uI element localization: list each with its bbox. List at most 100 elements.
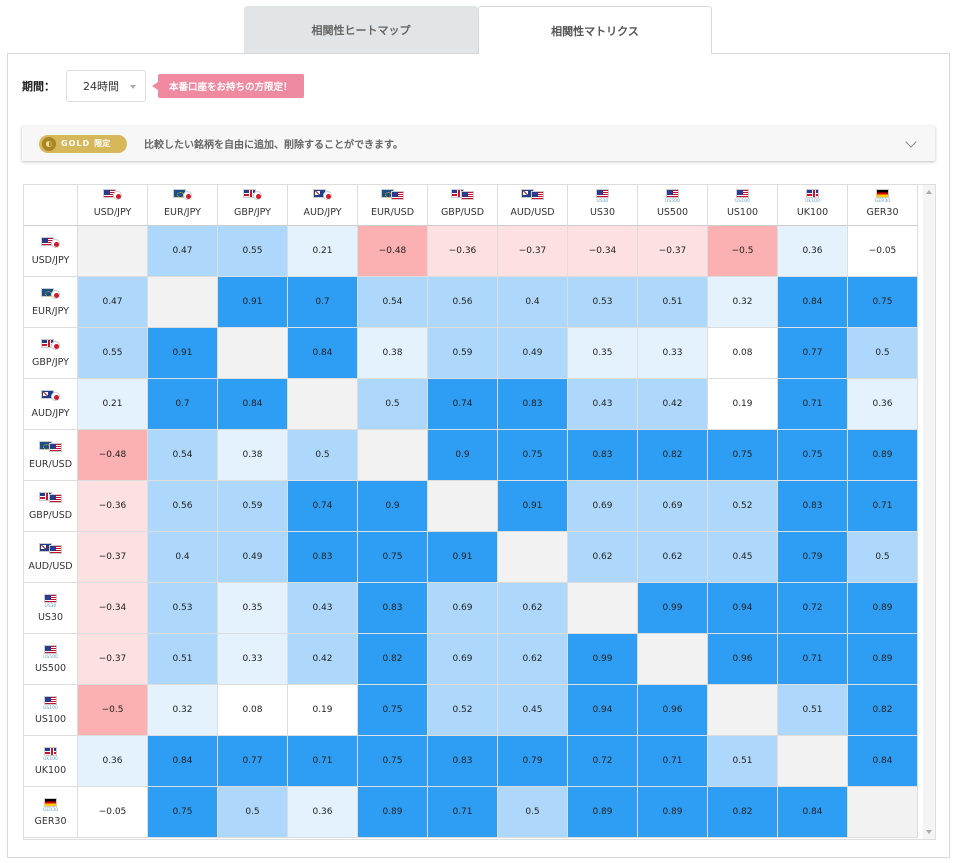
gold-feature-bar[interactable]: ◐ GOLD 限定 比較したい銘柄を自由に追加、削除することができます。 [22,126,935,161]
correlation-cell: 0.54 [358,277,428,328]
correlation-cell: 0.84 [778,277,848,328]
correlation-cell: 0.77 [218,736,288,787]
row-header: USD/JPY [24,226,78,277]
correlation-cell: 0.36 [848,379,918,430]
correlation-cell: 0.4 [498,277,568,328]
correlation-cell: 0.5 [848,328,918,379]
flag-icon [113,190,122,200]
correlation-cell: 0.36 [288,787,358,838]
correlation-cell: 0.51 [778,685,848,736]
correlation-cell: −0.37 [78,532,148,583]
correlation-cell: −0.05 [78,787,148,838]
correlation-cell: −0.34 [568,226,638,277]
correlation-cell: 0.38 [358,328,428,379]
diagonal-cell [288,379,358,430]
matrix-row: UK100 UK100 0.36 0.84 0.77 0.71 0.75 0.83 0.79 0.… [24,736,918,787]
correlation-cell: 0.74 [288,481,358,532]
gold-badge: ◐ GOLD 限定 [39,134,127,153]
flag-group [44,797,57,808]
correlation-cell: 0.9 [358,481,428,532]
diagonal-cell [428,481,498,532]
correlation-cell: 0.35 [568,328,638,379]
diagonal-cell [498,532,568,583]
tab-heatmap[interactable]: 相関性ヒートマップ [244,6,478,54]
scroll-up-icon[interactable] [926,190,932,194]
row-symbol-label: US30 [37,612,64,623]
column-header: EUR/JPY [148,185,218,226]
correlation-cell: 0.75 [708,430,778,481]
correlation-cell: 0.49 [498,328,568,379]
period-select[interactable]: 24時間 [66,70,146,102]
flag-group [666,188,679,199]
symbol-sub-label: US500 [665,199,680,204]
correlation-cell: 0.83 [428,736,498,787]
correlation-cell: 0.79 [778,532,848,583]
symbol-sub-label: GER30 [874,199,891,204]
correlation-cell: 0.49 [218,532,288,583]
correlation-cell: 0.96 [708,634,778,685]
diagonal-cell [708,685,778,736]
diagonal-cell [78,226,148,277]
correlation-cell: 0.75 [778,430,848,481]
row-header: US30 US30 [24,583,78,634]
flag-group [173,188,192,200]
correlation-cell: 0.32 [708,277,778,328]
correlation-cell: 0.83 [568,430,638,481]
flag-group [41,287,60,299]
flag-group [243,188,262,200]
flag-group [39,542,62,554]
period-value: 24時間 [83,80,119,93]
correlation-cell: 0.84 [848,736,918,787]
vertical-scrollbar[interactable] [923,185,935,839]
flag-icon [51,391,60,401]
correlation-cell: 0.84 [148,736,218,787]
flag-icon [44,645,57,654]
correlation-cell: −0.5 [708,226,778,277]
column-symbol-label: GER30 [866,207,899,218]
correlation-cell: 0.7 [288,277,358,328]
correlation-cell: −0.36 [428,226,498,277]
correlation-cell: 0.5 [288,430,358,481]
period-label: 期間： [22,80,55,93]
row-header: US500 US500 [24,634,78,685]
correlation-cell: 0.75 [358,685,428,736]
correlation-cell: 0.5 [848,532,918,583]
correlation-cell: 0.74 [428,379,498,430]
matrix-row: GBP/JPY 0.55 0.91 0.84 0.38 0.59 0.49 0.35 0.33 0… [24,328,918,379]
correlation-cell: 0.36 [778,226,848,277]
gold-limited: 限定 [94,139,111,148]
flag-icon [596,189,609,198]
diagonal-cell [778,736,848,787]
correlation-cell: 0.33 [638,328,708,379]
matrix-row: US30 US30 −0.34 0.53 0.35 0.43 0.83 0.69 0.62 0.9… [24,583,918,634]
column-header: GER30 GER30 [848,185,918,226]
row-symbol-label: EUR/JPY [32,306,69,317]
correlation-cell: 0.75 [848,277,918,328]
symbol-sub-label: US30 [44,604,57,609]
correlation-cell: 0.62 [498,583,568,634]
symbol-sub-label: US30 [596,199,609,204]
correlation-cell: 0.69 [428,634,498,685]
correlation-cell: 0.89 [568,787,638,838]
gold-description: 比較したい銘柄を自由に追加、削除することができます。 [144,140,403,151]
correlation-cell: 0.53 [148,583,218,634]
tab-matrix[interactable]: 相関性マトリクス [478,6,712,54]
matrix-panel: 期間： 24時間 本番口座をお持ちの方限定！ ◐ GOLD 限定 比較したい銘柄… [7,53,950,858]
correlation-cell: 0.82 [358,634,428,685]
correlation-cell: −0.37 [498,226,568,277]
flag-group [876,188,889,199]
correlation-cell: 0.5 [498,787,568,838]
column-header: US100 US100 [708,185,778,226]
correlation-cell: 0.9 [428,430,498,481]
correlation-cell: 0.52 [428,685,498,736]
scroll-down-icon[interactable] [926,830,932,834]
correlation-cell: 0.83 [358,583,428,634]
column-symbol-label: USD/JPY [93,207,132,218]
correlation-cell: 0.42 [638,379,708,430]
correlation-cell: 0.7 [148,379,218,430]
chevron-down-icon[interactable] [905,136,917,148]
flag-icon [51,340,60,350]
flag-group [381,188,404,200]
correlation-cell: 0.89 [358,787,428,838]
flag-group [44,746,57,757]
